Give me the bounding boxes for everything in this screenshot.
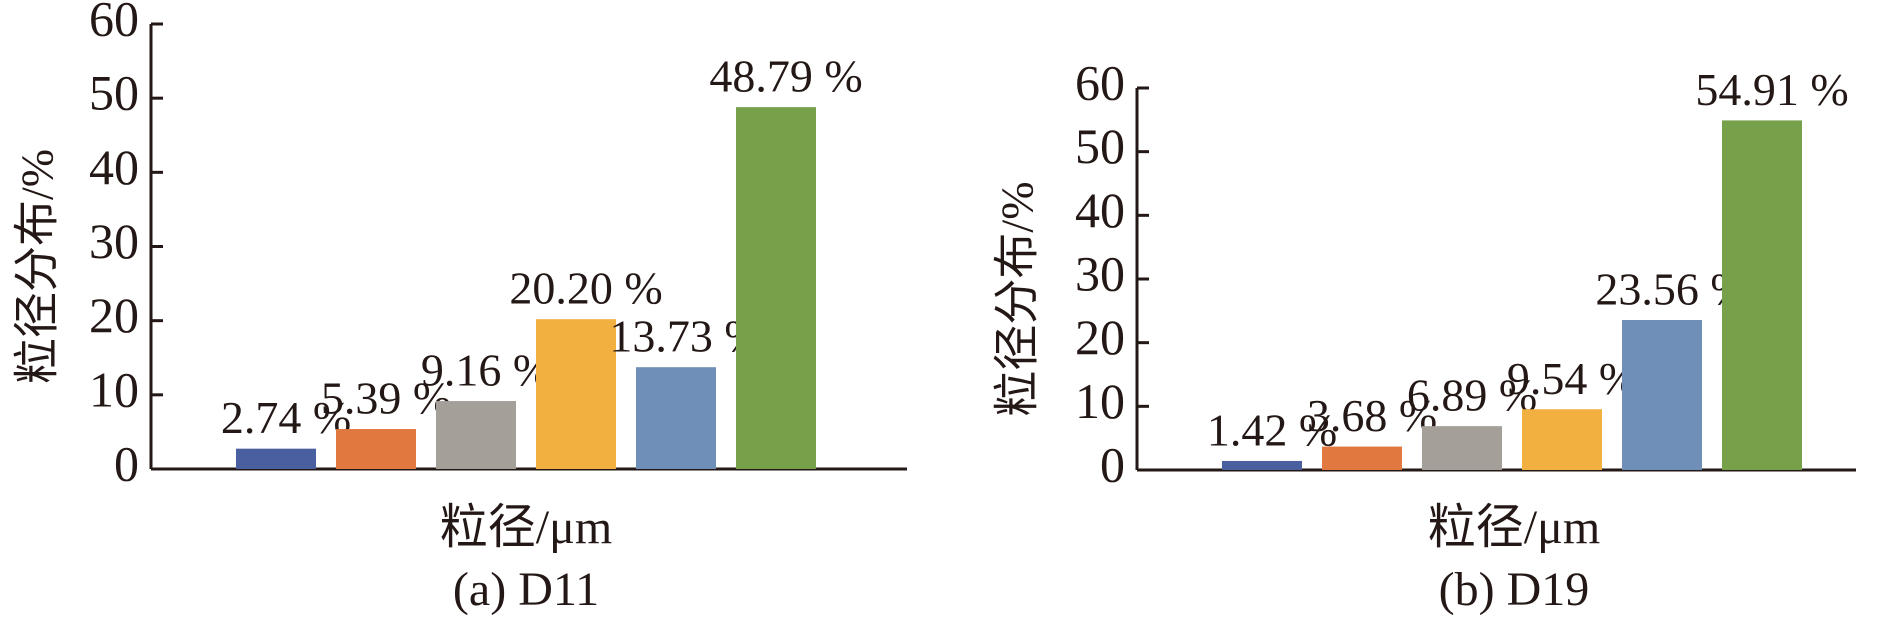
bar [436,401,516,469]
bar [336,429,416,469]
value-label: 54.91 % [1695,64,1848,115]
y-tick-label: 60 [89,0,139,46]
value-label: 2.74 % [221,392,351,443]
x-axis-label: 粒径/μm [440,501,612,554]
bar [236,448,316,469]
value-label: 9.16 % [421,345,551,396]
y-tick-label: 50 [1075,118,1125,174]
bar [1622,320,1702,470]
y-tick-label: 30 [1075,245,1125,301]
bar [1222,460,1302,470]
value-label: 20.20 % [509,263,662,314]
y-tick-label: 0 [114,435,139,491]
bar [636,367,716,469]
value-label: 1.42 % [1207,405,1337,456]
y-axis-label: 粒径分布/% [992,181,1043,416]
bar [1522,409,1602,470]
caption: (b) D19 [1439,563,1590,616]
y-axis-label: 粒径分布/% [12,149,63,384]
value-label: 48.79 % [709,51,862,102]
caption: (a) D11 [453,563,599,616]
value-label: 5.39 % [321,373,451,424]
y-tick-label: 10 [1075,373,1125,429]
value-label: 6.89 % [1407,370,1537,421]
y-tick-label: 50 [89,65,139,121]
y-tick-label: 60 [1075,54,1125,110]
x-axis-label: 粒径/μm [1428,501,1600,554]
bar [536,319,616,469]
y-tick-label: 40 [1075,182,1125,238]
bar [736,107,816,469]
y-tick-label: 30 [89,213,139,269]
bar [1322,446,1402,470]
y-tick-label: 20 [1075,309,1125,365]
bar [1722,120,1802,470]
value-label: 3.68 % [1307,390,1437,441]
y-tick-label: 40 [89,139,139,195]
y-tick-label: 0 [1100,436,1125,492]
value-label: 9.54 % [1507,353,1637,404]
y-tick-label: 20 [89,287,139,343]
bar [1422,426,1502,470]
y-tick-label: 10 [89,361,139,417]
